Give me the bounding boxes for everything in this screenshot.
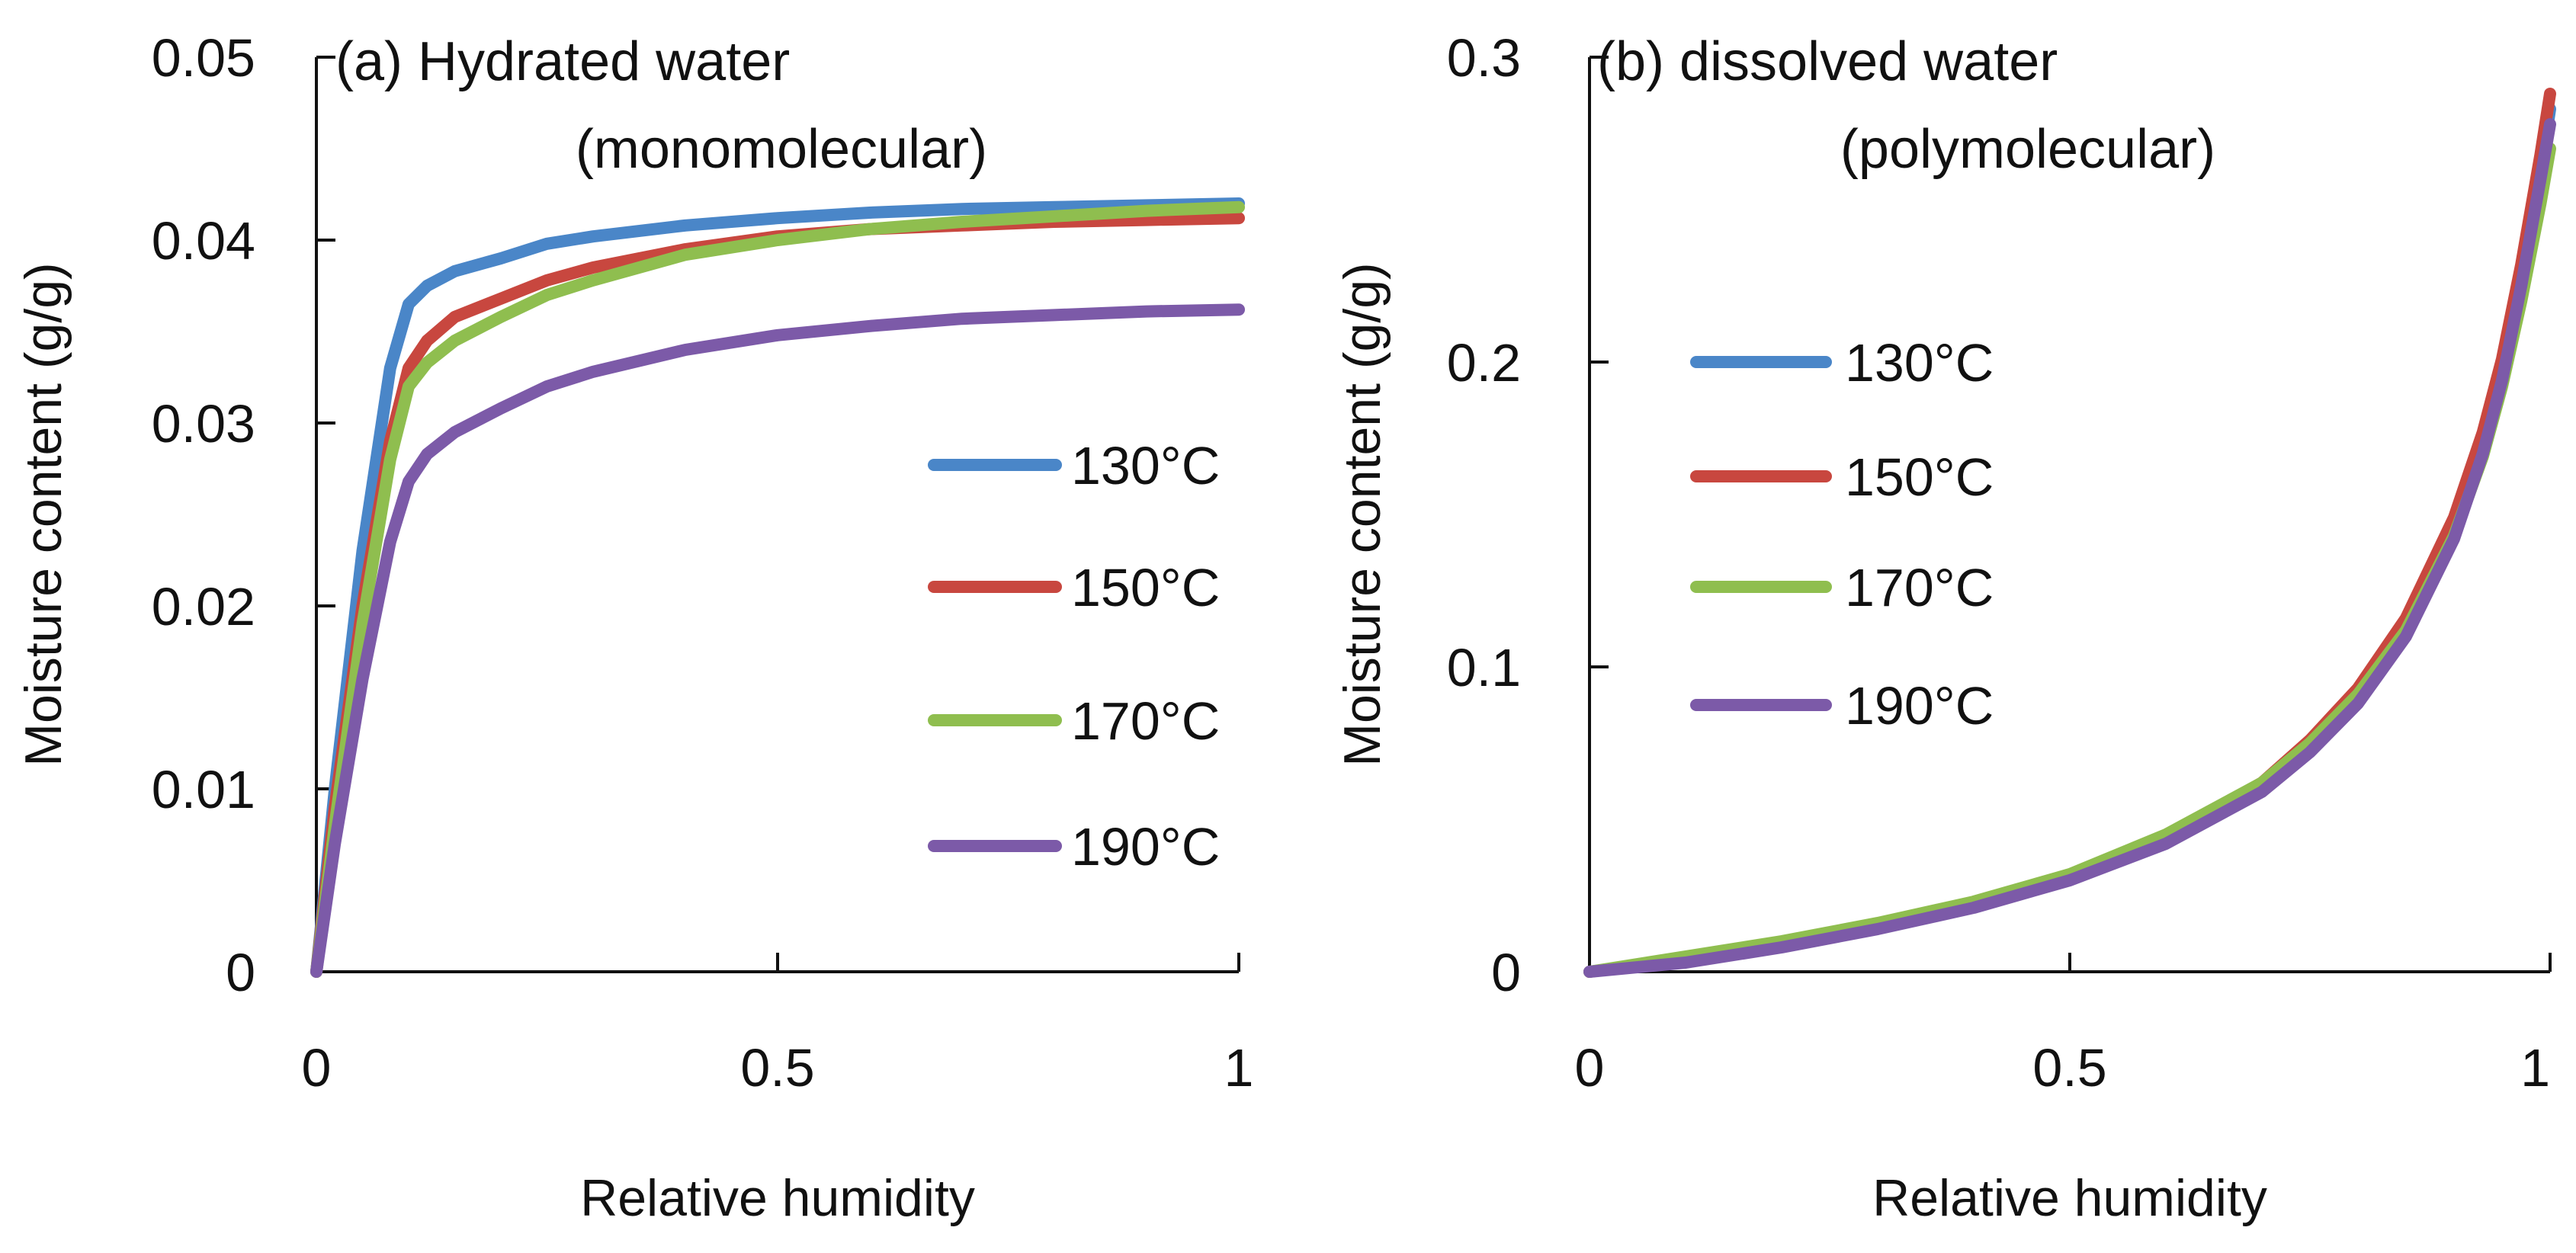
panel-b-y-tick-label: 0.1: [1447, 638, 1521, 697]
panel-b-y-axis-title: Moisture content (g/g): [1333, 262, 1391, 766]
panel-b-chart: 0 0.1 0.2 0.3 0 0.5 1 Relative humidity …: [1333, 28, 2556, 1227]
panel-b-y-ticks: 0 0.1 0.2 0.3: [1447, 28, 1609, 1002]
panel-a-chart: 0 0.01 0.02 0.03 0.04 0.05 0 0.5 1 Relat…: [14, 28, 1253, 1227]
panel-b-y-tick-label: 0.2: [1447, 333, 1521, 393]
panel-b-series-line-170c: [1583, 143, 2556, 978]
panel-a-y-tick-label: 0.02: [152, 577, 255, 636]
panel-b-y-tick-label: 0.3: [1447, 28, 1521, 88]
panel-b-legend-label-150c: 150°C: [1845, 447, 1994, 507]
panel-b-series-line-150c: [1583, 88, 2556, 978]
panel-a-y-tick-label: 0.04: [152, 211, 255, 271]
panel-a-x-axis-title: Relative humidity: [580, 1169, 975, 1227]
panel-b-x-axis-title: Relative humidity: [1872, 1169, 2267, 1227]
panel-b-title-line2: (polymolecular): [1840, 119, 2215, 180]
panel-a-series-line-130c: [310, 197, 1245, 978]
panel-a-legend-label-150c: 150°C: [1071, 558, 1220, 617]
panel-b-x-tick-label: 0: [1575, 1038, 1605, 1098]
panel-a-y-tick-label: 0.01: [152, 760, 255, 819]
panel-b-title-line1: (b) dissolved water: [1597, 31, 2058, 92]
panel-a-series: [310, 197, 1245, 978]
panel-a-legend-label-130c: 130°C: [1071, 436, 1220, 495]
panel-a-y-tick-label: 0.05: [152, 28, 255, 88]
panel-a-legend-label-190c: 190°C: [1071, 817, 1220, 876]
panel-a-y-tick-label: 0.03: [152, 394, 255, 453]
panel-a-title-line2: (monomolecular): [576, 119, 987, 180]
panel-a-x-tick-label: 0: [302, 1038, 332, 1098]
panel-a-x-tick-label: 0.5: [740, 1038, 814, 1098]
panel-b-series-line-130c: [1583, 103, 2556, 978]
panel-b-x-tick-label: 1: [2520, 1038, 2550, 1098]
panel-a-legend-label-170c: 170°C: [1071, 691, 1220, 751]
panel-a-legend: 130°C 150°C 170°C 190°C: [928, 436, 1220, 876]
panel-b-y-tick-label: 0: [1491, 943, 1521, 1002]
panel-b-series-line-190c: [1583, 118, 2556, 978]
panel-a-x-tick-label: 1: [1224, 1038, 1254, 1098]
panel-b-series: [1583, 88, 2556, 978]
panel-a-x-ticks: 0 0.5 1: [302, 953, 1254, 1098]
panel-a-y-axis-title: Moisture content (g/g): [14, 262, 72, 766]
panel-b-x-ticks: 0 0.5 1: [1575, 953, 2552, 1098]
panel-b-legend-label-130c: 130°C: [1845, 333, 1994, 393]
panel-a-y-ticks: 0 0.01 0.02 0.03 0.04 0.05: [152, 28, 335, 1002]
panel-a-y-tick-label: 0: [226, 943, 255, 1002]
panel-a-title-line1: (a) Hydrated water: [335, 31, 790, 92]
panel-b-legend: 130°C 150°C 170°C 190°C: [1690, 333, 1994, 735]
panel-a-series-line-190c: [310, 303, 1245, 978]
panel-b-legend-label-190c: 190°C: [1845, 676, 1994, 735]
panel-a-series-line-170c: [310, 200, 1245, 978]
panel-b-legend-label-170c: 170°C: [1845, 558, 1994, 617]
panel-b-x-tick-label: 0.5: [2032, 1038, 2106, 1098]
